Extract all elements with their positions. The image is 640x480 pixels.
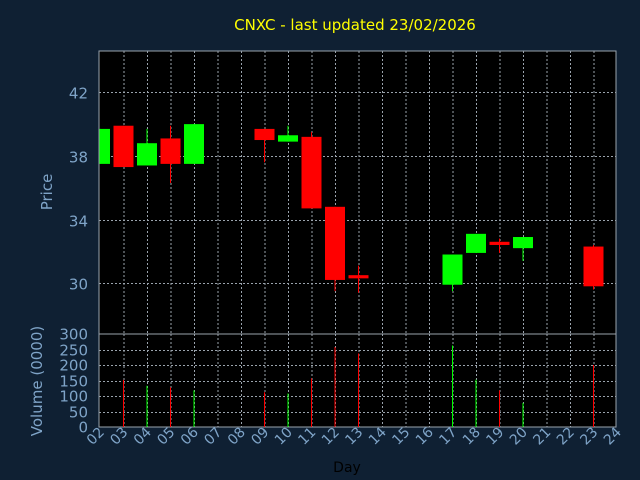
volume-tick-label: 150 [59,373,88,391]
candle-body [160,138,181,164]
candle-19 [489,238,510,253]
candle-body [466,233,486,253]
candle-body [583,246,604,287]
chart-title: CNXC - last updated 23/02/2026 [234,16,476,34]
price-tick-label: 38 [69,149,88,167]
price-tick-label: 42 [69,85,88,103]
price-axis-label: Price [38,174,56,211]
price-tick-label: 34 [69,213,88,231]
price-grid [99,51,616,334]
candlestick-series [99,124,604,293]
candle-body [113,125,134,168]
price-plot-area [98,50,617,335]
candle-11 [301,132,322,209]
volume-series [123,345,594,427]
x-axis-ticks: 02 03 04 05 06 07 08 09 10 11 12 13 14 15 16 17 18 19 20 21… [84,424,625,448]
candle-body [442,254,463,285]
volume-tick-label: 250 [59,342,88,360]
volume-tick-label: 300 [59,326,88,344]
price-tick-label: 30 [69,276,88,294]
candle-body [325,206,345,280]
candle-body [137,143,157,166]
volume-tick-label: 50 [69,404,88,422]
candle-2 [99,128,110,164]
candle-6 [184,124,204,164]
candle-body [489,241,510,245]
candle-9 [254,128,275,163]
candle-4 [137,128,157,166]
candle-12 [325,206,345,292]
candle-17 [442,254,463,292]
candle-18 [466,233,486,253]
candle-23 [583,244,604,290]
candle-body [301,136,322,209]
candle-3 [113,125,134,168]
candle-body [254,128,275,141]
candle-body [100,128,110,164]
volume-tick-label: 0 [78,419,88,437]
candle-body [348,275,369,279]
candle-13 [348,265,369,293]
candle-5 [160,125,181,183]
x-axis-label: Day [333,460,361,476]
volume-plot-area [98,333,617,428]
candle-body [278,135,298,142]
volume-tick-label: 200 [59,357,88,375]
candle-20 [513,237,533,261]
candle-body [184,124,204,164]
price-y-ticks: 30 34 38 42 [69,85,88,294]
volume-tick-label: 100 [59,388,88,406]
volume-axis-label: Volume (0000) [28,326,46,436]
candle-body [513,237,533,249]
candle-10 [278,125,298,142]
